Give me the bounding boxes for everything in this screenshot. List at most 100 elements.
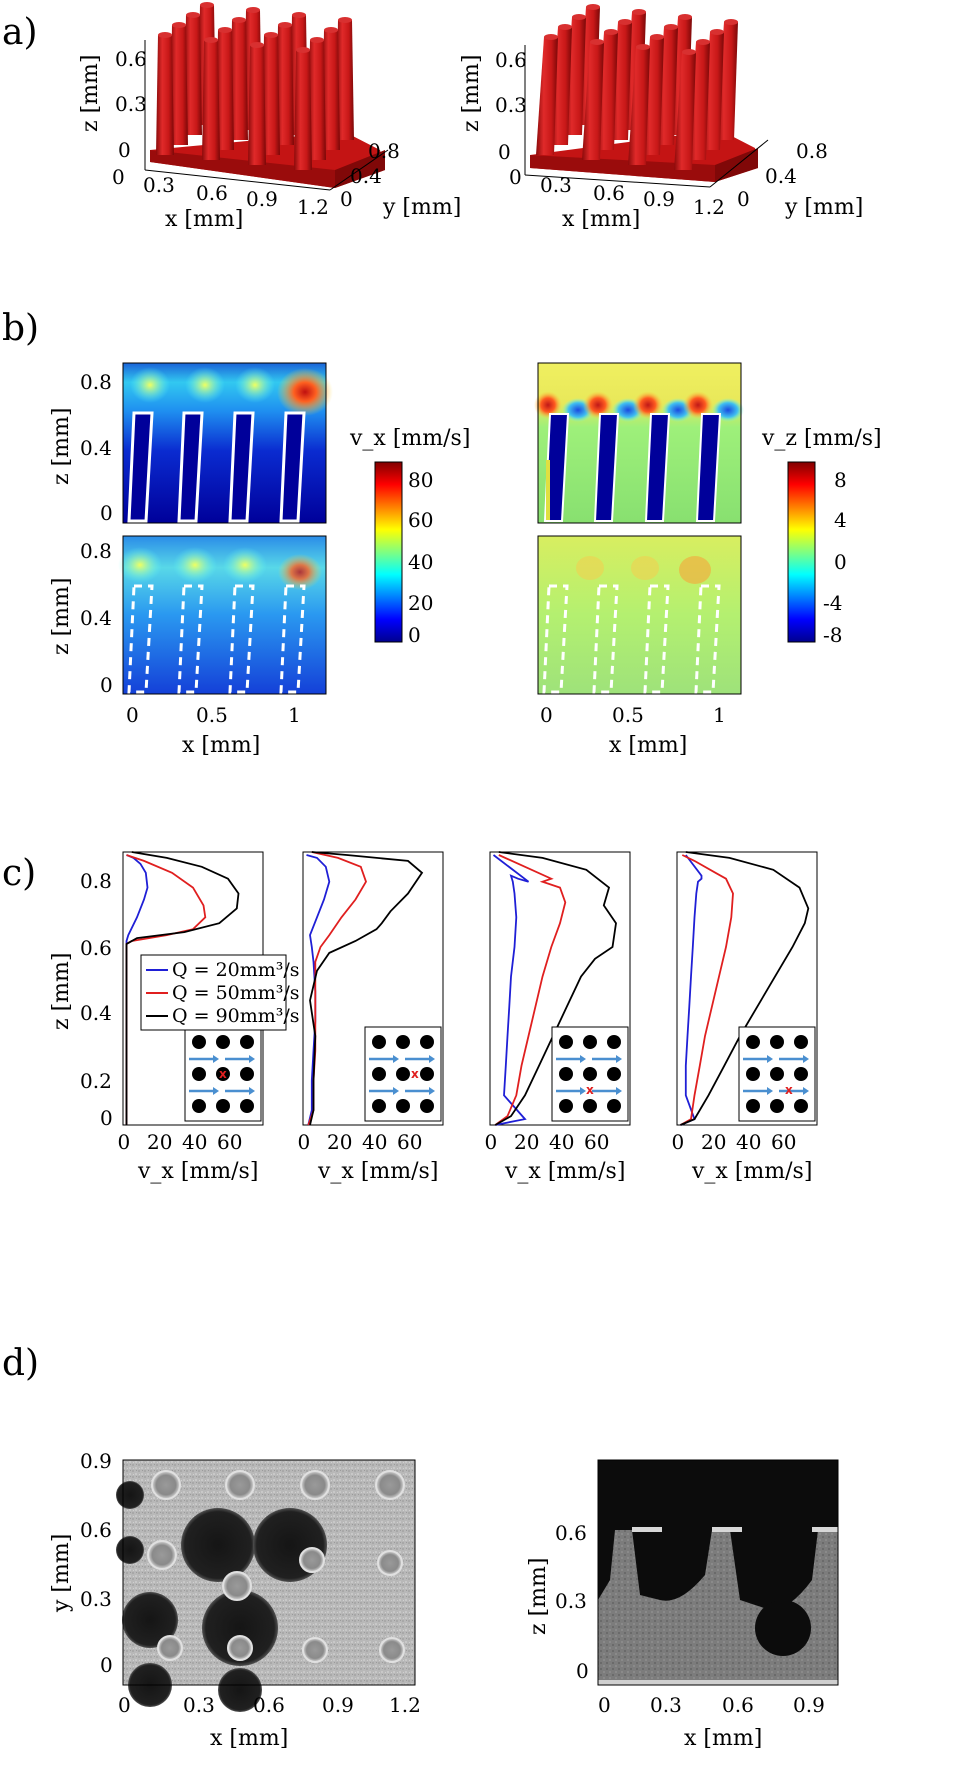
vz-colorbar-title: v_z [mm/s] bbox=[761, 426, 882, 451]
panel-b-right-axes-labels: 0 0.5 1 x [mm] bbox=[540, 703, 726, 758]
panel-b-vz-top-field bbox=[534, 363, 744, 523]
pillar-top bbox=[710, 29, 724, 35]
panel-d-left-axes: 0.9 0.6 0.3 0 y [mm] 0 0.3 0.6 0.9 1.2 x… bbox=[49, 1449, 421, 1751]
series-line-90 bbox=[125, 851, 240, 1125]
inset-flow-arrowhead bbox=[393, 1055, 399, 1063]
pillar-top-highlight bbox=[712, 1527, 742, 1532]
x-axis-label: v_x [mm/s] bbox=[137, 1159, 258, 1184]
pillar-top bbox=[618, 19, 632, 25]
pillar-top bbox=[264, 32, 278, 38]
tick-label: 0 bbox=[100, 1653, 113, 1677]
tick-label: 0.5 bbox=[612, 703, 644, 727]
tick-label: 0 bbox=[100, 501, 113, 525]
base-plate-front bbox=[150, 150, 335, 188]
inset-pillar-dot bbox=[420, 1035, 434, 1049]
tick-label: 0 bbox=[485, 1130, 498, 1154]
pillar-top bbox=[572, 14, 586, 20]
tick-label: 0.6 bbox=[593, 181, 625, 205]
inset-flow-arrowhead bbox=[580, 1087, 586, 1095]
inset-pillar-dot bbox=[372, 1067, 386, 1081]
tick-label: 0 bbox=[118, 1693, 131, 1717]
vx-colorbar-ticks: 80 60 40 20 0 bbox=[408, 468, 433, 647]
tick-label: 0 bbox=[737, 187, 750, 211]
base-plate-front bbox=[530, 155, 715, 182]
pillar bbox=[564, 17, 586, 135]
z-axis-label: z [mm] bbox=[526, 1558, 551, 1635]
inset-pillar-dot bbox=[192, 1035, 206, 1049]
z-axis-label: z [mm] bbox=[459, 55, 484, 132]
pillar-top bbox=[724, 19, 738, 25]
pillar-top bbox=[636, 44, 650, 50]
inset-pillar-dot bbox=[770, 1099, 784, 1113]
legend-label: Q = 90mm³/s bbox=[172, 1005, 300, 1027]
pillar-top bbox=[544, 34, 558, 40]
pillar-top-highlight bbox=[632, 1527, 662, 1532]
tick-label: 40 bbox=[736, 1130, 761, 1154]
tick-label: 0.3 bbox=[115, 92, 147, 116]
series-line-50 bbox=[494, 854, 567, 1126]
tick-label: 0.3 bbox=[80, 1587, 112, 1611]
pillar-array bbox=[536, 4, 738, 170]
tick-label: 20 bbox=[327, 1130, 352, 1154]
tick-label: 60 bbox=[771, 1130, 796, 1154]
tick-label: 0 bbox=[126, 703, 139, 727]
x-axis-label: x [mm] bbox=[210, 1726, 288, 1751]
pillar bbox=[336, 20, 354, 140]
pillar-top bbox=[696, 39, 710, 45]
z-axis-label: z [mm] bbox=[78, 55, 103, 132]
y-axis-label: y [mm] bbox=[49, 1534, 74, 1613]
pillar bbox=[536, 37, 558, 155]
pillar-top bbox=[296, 47, 310, 53]
pillar bbox=[248, 45, 266, 165]
panel-c-legend: Q = 20mm³/s Q = 50mm³/s Q = 90mm³/s bbox=[140, 954, 300, 1031]
panel-b-vx-bottom-field bbox=[118, 536, 326, 694]
panel-b-vz-bottom-frame bbox=[537, 535, 742, 695]
tick-label: 0.6 bbox=[253, 1693, 285, 1717]
pillar bbox=[716, 22, 738, 140]
panel-b-left-axes-labels: 0.8 0.4 0 z [mm] 0.8 0.4 0 z [mm] 0 0.5 … bbox=[49, 370, 301, 758]
inset-flow-arrowhead bbox=[616, 1055, 622, 1063]
inset-pillar-dot bbox=[746, 1067, 760, 1081]
pillar-top bbox=[604, 29, 618, 35]
tick-label: 1 bbox=[288, 703, 301, 727]
tick-label: 1.2 bbox=[389, 1693, 421, 1717]
tick-label: 0 bbox=[112, 165, 125, 189]
tick-label: 1.2 bbox=[297, 195, 329, 219]
inset-flow-arrowhead bbox=[803, 1055, 809, 1063]
pillar-top bbox=[324, 27, 338, 33]
pillar-top bbox=[558, 24, 572, 30]
tick-label: 0.6 bbox=[555, 1521, 587, 1545]
pillar bbox=[642, 37, 664, 155]
tick-label: 0 bbox=[509, 165, 522, 189]
tick-label: 0 bbox=[118, 1130, 131, 1154]
tick-label: 0.9 bbox=[246, 187, 278, 211]
pillar-top bbox=[232, 17, 246, 23]
series-line-20 bbox=[306, 854, 331, 1126]
pillar bbox=[276, 25, 294, 145]
panel-a-left-labels: 0.6 0.3 0 z [mm] 0 0.3 0.6 0.9 1.2 x [mm… bbox=[78, 47, 461, 232]
panel-a-right-labels: 0.6 0.3 0 z [mm] 0 0.3 0.6 0.9 1.2 x [mm… bbox=[459, 48, 863, 232]
inset-pillar-dot bbox=[192, 1099, 206, 1113]
pillar bbox=[628, 47, 650, 165]
inset-flow-arrowhead bbox=[767, 1087, 773, 1095]
inset-measure-marker: x bbox=[411, 1067, 419, 1081]
inset-pillar-dot bbox=[607, 1099, 621, 1113]
grey-pillar-rings bbox=[147, 1470, 405, 1663]
axis-line bbox=[709, 139, 769, 188]
tick-label: 20 bbox=[147, 1130, 172, 1154]
inset-flow-arrowhead bbox=[429, 1087, 435, 1095]
inset-pillar-dot bbox=[240, 1035, 254, 1049]
inset-pillar-dot bbox=[216, 1035, 230, 1049]
pillar-solid-group bbox=[543, 413, 722, 522]
tick-label: 60 bbox=[584, 1130, 609, 1154]
inset-pillar-dot bbox=[396, 1035, 410, 1049]
tick-label: 20 bbox=[408, 591, 433, 615]
x-axis-label: x [mm] bbox=[165, 207, 243, 232]
pillar-top bbox=[650, 34, 664, 40]
y-axis-label: y [mm] bbox=[784, 195, 863, 220]
tick-label: 0 bbox=[340, 187, 353, 211]
pillar bbox=[262, 35, 280, 155]
subplot-frame bbox=[489, 851, 631, 1126]
inset-measure-marker: x bbox=[219, 1067, 227, 1081]
